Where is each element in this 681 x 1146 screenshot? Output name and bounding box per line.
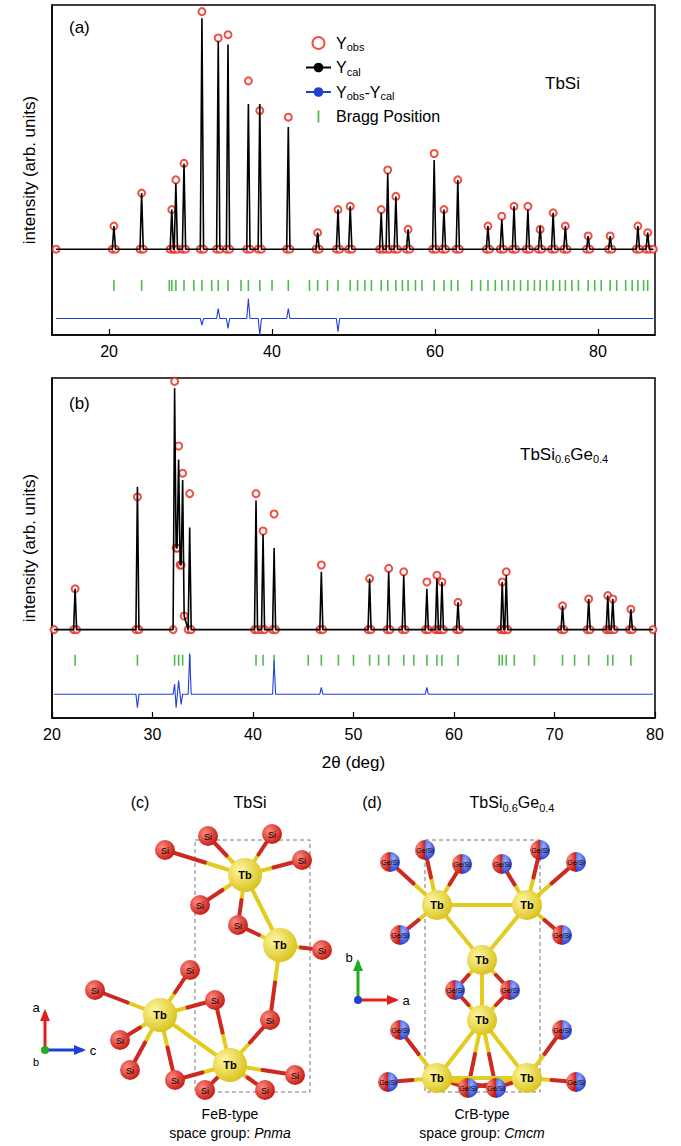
- svg-text:40: 40: [263, 343, 281, 360]
- svg-text:a: a: [32, 1000, 40, 1015]
- svg-text:obs: obs: [347, 41, 365, 53]
- svg-text:50: 50: [345, 726, 363, 743]
- svg-text:Si: Si: [116, 1036, 124, 1046]
- svg-text:Ge/Si: Ge/Si: [567, 859, 585, 866]
- svg-text:Y: Y: [336, 35, 347, 52]
- svg-text:TbSi: TbSi: [520, 445, 555, 464]
- svg-text:Ge: Ge: [570, 445, 593, 464]
- svg-text:Tb: Tb: [520, 1072, 534, 1084]
- svg-text:Si: Si: [234, 921, 242, 931]
- svg-text:Y: Y: [336, 59, 347, 76]
- svg-text:-Y: -Y: [364, 84, 380, 101]
- svg-text:Ge/Si: Ge/Si: [446, 987, 464, 994]
- svg-text:Y: Y: [336, 84, 347, 101]
- svg-text:intensity (arb. units): intensity (arb. units): [20, 96, 39, 244]
- svg-text:Si: Si: [266, 1016, 274, 1026]
- svg-text:c: c: [90, 1043, 97, 1058]
- svg-text:Ge/Si: Ge/Si: [501, 987, 519, 994]
- svg-text:Si: Si: [204, 832, 212, 842]
- svg-text:Ge/Si: Ge/Si: [416, 847, 434, 854]
- svg-text:Ge/Si: Ge/Si: [553, 1027, 571, 1034]
- svg-text:Ge/Si: Ge/Si: [381, 859, 399, 866]
- svg-text:Si: Si: [91, 986, 99, 996]
- svg-text:Tb: Tb: [430, 1072, 444, 1084]
- svg-text:Ge/Si: Ge/Si: [391, 932, 409, 939]
- svg-text:Tb: Tb: [430, 899, 444, 911]
- svg-text:2θ (deg): 2θ (deg): [322, 753, 385, 772]
- svg-text:Tb: Tb: [520, 899, 534, 911]
- svg-text:20: 20: [43, 726, 61, 743]
- svg-text:Si: Si: [126, 1066, 134, 1076]
- svg-text:Ge/Si: Ge/Si: [459, 1085, 477, 1092]
- svg-text:0.6: 0.6: [555, 453, 570, 465]
- svg-text:Tb: Tb: [153, 1009, 167, 1021]
- svg-text:Si: Si: [161, 846, 169, 856]
- svg-text:Si: Si: [268, 830, 276, 840]
- svg-text:Si: Si: [196, 901, 204, 911]
- svg-text:Bragg Position: Bragg Position: [336, 108, 440, 125]
- svg-text:space group: Cmcm: space group: Cmcm: [419, 1125, 545, 1141]
- svg-text:Tb: Tb: [475, 954, 489, 966]
- svg-text:Si: Si: [171, 1076, 179, 1086]
- svg-text:Ge/Si: Ge/Si: [487, 1085, 505, 1092]
- svg-text:cal: cal: [347, 66, 361, 78]
- svg-text:Ge/Si: Ge/Si: [567, 1079, 585, 1086]
- svg-text:obs: obs: [347, 90, 365, 102]
- svg-text:intensity (arb. units): intensity (arb. units): [20, 474, 39, 622]
- svg-text:b: b: [33, 1056, 39, 1068]
- svg-text:CrB-type: CrB-type: [454, 1106, 509, 1122]
- svg-text:Si: Si: [298, 856, 306, 866]
- svg-text:Si: Si: [201, 1086, 209, 1096]
- svg-text:Ge/Si: Ge/Si: [531, 847, 549, 854]
- svg-text:Ge/Si: Ge/Si: [453, 861, 471, 868]
- svg-text:Ge/Si: Ge/Si: [553, 932, 571, 939]
- svg-text:TbSi: TbSi: [234, 794, 267, 811]
- svg-text:60: 60: [445, 726, 463, 743]
- svg-text:70: 70: [546, 726, 564, 743]
- svg-text:(c): (c): [131, 794, 150, 811]
- svg-text:a: a: [402, 993, 410, 1008]
- svg-text:Tb: Tb: [475, 1014, 489, 1026]
- svg-text:FeB-type: FeB-type: [202, 1106, 259, 1122]
- svg-text:cal: cal: [380, 90, 394, 102]
- svg-text:Tb: Tb: [223, 1059, 237, 1071]
- svg-text:Tb: Tb: [238, 869, 252, 881]
- svg-text:Si: Si: [261, 1086, 269, 1096]
- svg-text:Si: Si: [211, 996, 219, 1006]
- svg-text:Ge/Si: Ge/Si: [493, 861, 511, 868]
- svg-text:Tb: Tb: [273, 939, 287, 951]
- svg-text:space group: Pnma: space group: Pnma: [169, 1125, 291, 1141]
- svg-text:Si: Si: [291, 1071, 299, 1081]
- svg-text:Si: Si: [318, 946, 326, 956]
- svg-text:TbSi0.6Ge0.4: TbSi0.6Ge0.4: [470, 794, 555, 814]
- svg-text:80: 80: [589, 343, 607, 360]
- svg-text:Si: Si: [186, 966, 194, 976]
- svg-text:(a): (a): [69, 18, 90, 37]
- svg-text:Ge/Si: Ge/Si: [379, 1079, 397, 1086]
- svg-text:0.4: 0.4: [593, 453, 608, 465]
- svg-text:80: 80: [646, 726, 664, 743]
- svg-text:20: 20: [100, 343, 118, 360]
- svg-text:40: 40: [244, 726, 262, 743]
- svg-text:TbSi: TbSi: [545, 74, 580, 93]
- svg-text:(d): (d): [362, 794, 382, 811]
- svg-text:60: 60: [426, 343, 444, 360]
- svg-text:30: 30: [144, 726, 162, 743]
- svg-text:Ge/Si: Ge/Si: [391, 1027, 409, 1034]
- svg-text:(b): (b): [69, 394, 90, 413]
- svg-text:b: b: [345, 950, 352, 965]
